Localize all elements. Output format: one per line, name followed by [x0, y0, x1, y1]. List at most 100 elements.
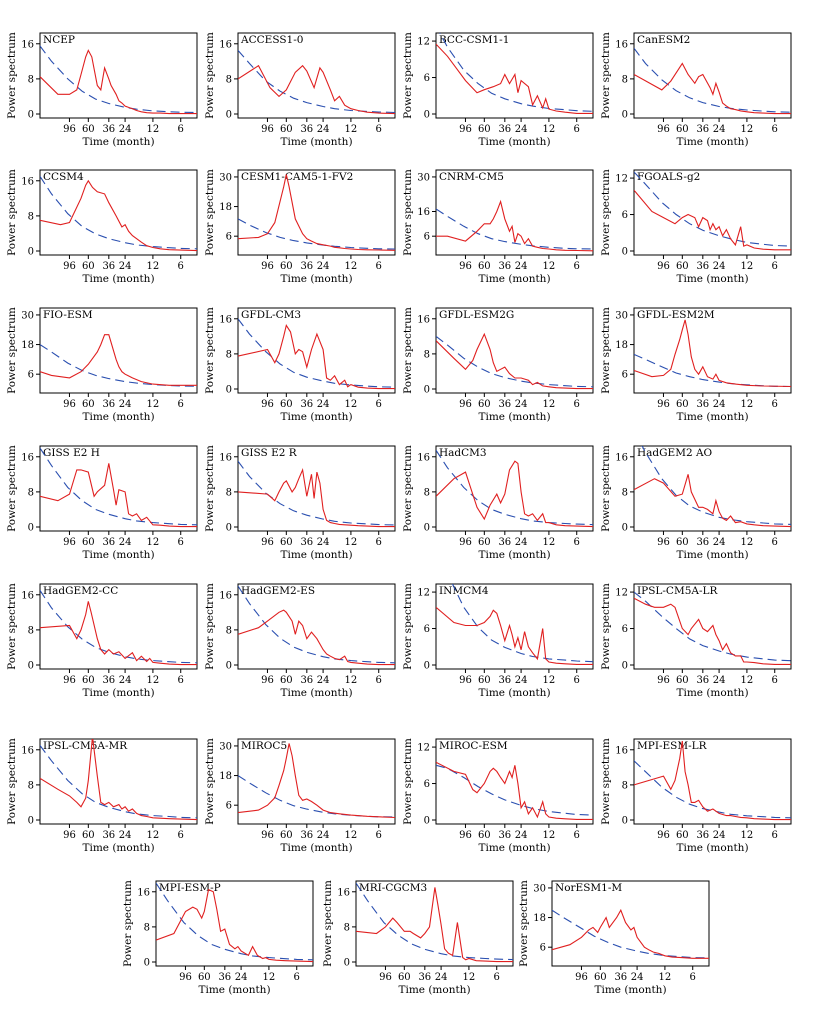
x-tick-label: 12: [741, 537, 754, 548]
x-tick-label: 12: [741, 399, 754, 410]
panel-mpi-esm-lr: MPI-ESM-LR 0 8 16 96 60 36 24 12 6 Time (month) Pow…: [600, 738, 792, 854]
y-tick-label: 6: [28, 370, 34, 381]
x-tick-label: 24: [435, 972, 448, 983]
y-tick-label: 0: [226, 523, 232, 534]
spectrum-line: [238, 467, 395, 528]
x-tick-label: 96: [657, 675, 670, 686]
plot-frame: [633, 738, 792, 825]
spectrum-line: [238, 174, 395, 251]
plot-frame: [435, 738, 594, 825]
x-axis-label: Time (month): [676, 411, 748, 423]
y-tick-label: 12: [615, 588, 628, 599]
y-tick-label: 8: [226, 625, 232, 636]
x-axis-label: Time (month): [280, 842, 352, 854]
x-tick-label: 60: [478, 399, 491, 410]
red-noise-line: [40, 745, 197, 819]
x-tick-label: 24: [713, 124, 726, 135]
x-tick-label: 96: [459, 261, 472, 272]
spectrum-line: [40, 334, 197, 386]
panel-title: GISS E2 R: [241, 447, 298, 459]
y-tick-label: 8: [28, 487, 34, 498]
x-tick-label: 6: [574, 399, 580, 410]
x-tick-label: 12: [147, 124, 160, 135]
red-noise-line: [238, 218, 395, 250]
y-axis-label: Power spectrum: [204, 169, 216, 256]
y-tick-label: 0: [424, 523, 430, 534]
y-axis-label: Power spectrum: [402, 583, 414, 670]
y-tick-label: 16: [21, 745, 34, 756]
panel-mpi-esm-p: MPI-ESM-P 0 8 16 96 60 36 24 12 6 Time (month) Powe…: [122, 880, 314, 996]
x-axis-label: Time (month): [82, 411, 154, 423]
panel-hadgem2-ao: HadGEM2 AO 0 8 16 96 60 36 24 12 6 Time (month) Pow…: [600, 445, 792, 561]
panel-title: FIO-ESM: [43, 309, 93, 321]
x-tick-label: 24: [119, 830, 132, 841]
spectrum-line: [634, 474, 791, 528]
panel-title: GFDL-ESM2M: [637, 309, 715, 321]
x-tick-label: 60: [82, 675, 95, 686]
x-tick-label: 60: [478, 675, 491, 686]
x-tick-label: 96: [63, 675, 76, 686]
spectrum-line: [634, 189, 791, 251]
y-tick-label: 0: [622, 247, 628, 258]
panel-title: IPSL-CM5A-MR: [43, 740, 128, 752]
y-tick-label: 0: [424, 110, 430, 121]
y-tick-label: 8: [226, 349, 232, 360]
x-tick-label: 6: [494, 972, 500, 983]
spectrum-line: [40, 49, 197, 115]
x-tick-label: 60: [82, 537, 95, 548]
x-tick-label: 6: [178, 124, 184, 135]
y-tick-label: 0: [622, 661, 628, 672]
y-tick-label: 8: [622, 487, 628, 498]
x-tick-label: 6: [574, 124, 580, 135]
plot-frame: [39, 738, 198, 825]
spectrum-line: [634, 62, 791, 115]
red-noise-line: [40, 447, 197, 526]
plot-frame: [39, 583, 198, 670]
x-tick-label: 60: [280, 399, 293, 410]
x-tick-label: 24: [515, 261, 528, 272]
x-tick-label: 6: [574, 675, 580, 686]
y-tick-label: 16: [219, 314, 232, 325]
x-tick-label: 36: [498, 261, 511, 272]
x-tick-label: 6: [690, 972, 696, 983]
x-tick-label: 60: [676, 124, 689, 135]
x-tick-label: 12: [147, 399, 160, 410]
plot-frame: [435, 445, 594, 532]
x-tick-label: 24: [119, 261, 132, 272]
red-noise-line: [439, 33, 593, 112]
panel-title: MPI-ESM-LR: [637, 740, 708, 752]
panel-ipsl-cm5a-lr: IPSL-CM5A-LR 0 6 12 96 60 36 24 12 6 Time (month) P…: [600, 583, 792, 699]
plot-frame: [39, 445, 198, 532]
plot-frame: [551, 880, 710, 967]
x-tick-label: 96: [261, 399, 274, 410]
spectrum-line: [634, 740, 791, 821]
y-tick-label: 12: [417, 743, 430, 754]
y-tick-label: 8: [226, 74, 232, 85]
y-tick-label: 6: [622, 624, 628, 635]
x-tick-label: 12: [263, 972, 276, 983]
y-axis-label: Power spectrum: [402, 32, 414, 119]
y-tick-label: 16: [21, 39, 34, 50]
red-noise-line: [40, 176, 197, 250]
y-tick-label: 0: [28, 816, 34, 827]
plot-frame: [237, 445, 396, 532]
x-tick-label: 60: [478, 261, 491, 272]
y-axis-label: Power spectrum: [6, 307, 18, 394]
red-noise-line: [436, 208, 593, 250]
y-tick-label: 12: [417, 588, 430, 599]
spectrum-line: [356, 887, 513, 963]
plot-frame: [237, 583, 396, 670]
x-tick-label: 24: [713, 830, 726, 841]
panel-access1-0: ACCESS1-0 0 8 16 96 60 36 24 12 6 Time (month) Powe…: [204, 32, 396, 148]
plot-frame: [633, 307, 792, 394]
x-tick-label: 12: [345, 830, 358, 841]
x-axis-label: Time (month): [676, 549, 748, 561]
x-tick-label: 6: [772, 675, 778, 686]
plot-frame: [435, 32, 594, 119]
x-tick-label: 6: [772, 399, 778, 410]
x-tick-label: 60: [280, 537, 293, 548]
panel-title: HadGEM2-CC: [43, 585, 118, 597]
x-axis-label: Time (month): [676, 136, 748, 148]
spectrum-line: [436, 606, 593, 665]
panel-ipsl-cm5a-mr: IPSL-CM5A-MR 0 8 16 96 60 36 24 12 6 Time (month) P…: [6, 738, 198, 854]
